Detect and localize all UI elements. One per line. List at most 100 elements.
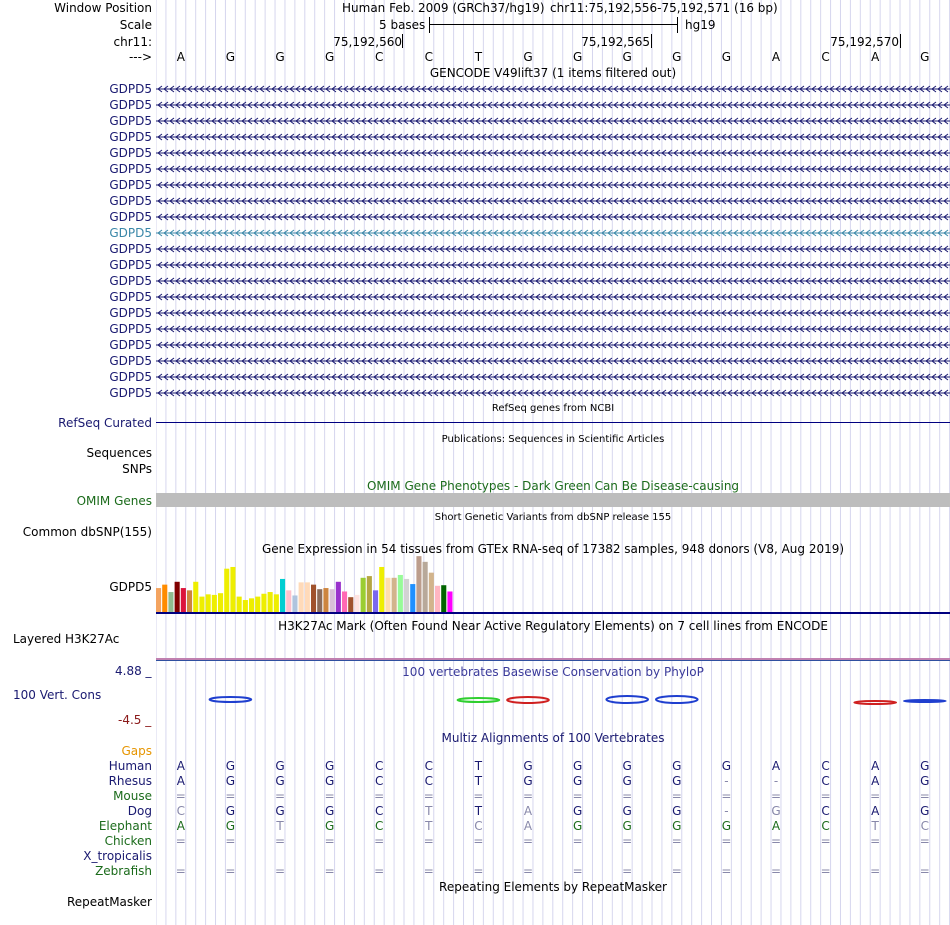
- gencode-transcript[interactable]: [156, 242, 950, 256]
- multiz-track-title[interactable]: Multiz Alignments of 100 Vertebrates: [441, 731, 665, 745]
- refseq-gene-line[interactable]: [156, 422, 950, 423]
- h3k27ac-signal[interactable]: [156, 658, 950, 660]
- strand-chevron: [529, 101, 535, 109]
- strand-chevron: [235, 293, 241, 301]
- gencode-gene-label[interactable]: GDPD5: [109, 114, 152, 128]
- gtex-tissue-bar: [317, 589, 323, 612]
- strand-chevron: [565, 197, 571, 205]
- phylop-logo[interactable]: [156, 680, 950, 720]
- gencode-gene-label[interactable]: GDPD5: [109, 194, 152, 208]
- strand-chevron: [349, 309, 355, 317]
- gencode-gene-label[interactable]: GDPD5: [109, 146, 152, 160]
- gencode-transcript[interactable]: [156, 306, 950, 320]
- strand-chevron: [589, 325, 595, 333]
- gencode-transcript[interactable]: [156, 162, 950, 176]
- gencode-transcript[interactable]: [156, 370, 950, 384]
- h3k27ac-track-title[interactable]: H3K27Ac Mark (Often Found Near Active Re…: [278, 619, 828, 633]
- refseq-label[interactable]: RefSeq Curated: [58, 416, 152, 430]
- gencode-transcript[interactable]: [156, 386, 950, 400]
- strand-chevron: [925, 373, 931, 381]
- omim-label[interactable]: OMIM Genes: [76, 494, 152, 508]
- omim-track-title[interactable]: OMIM Gene Phenotypes - Dark Green Can Be…: [366, 479, 740, 493]
- multiz-species-label[interactable]: Dog: [127, 804, 152, 818]
- gencode-track-title[interactable]: GENCODE V49lift37 (1 items filtered out): [429, 66, 677, 80]
- publications-track-title[interactable]: Publications: Sequences in Scientific Ar…: [441, 434, 665, 445]
- gencode-gene-label[interactable]: GDPD5: [109, 274, 152, 288]
- strand-chevron: [337, 277, 343, 285]
- strand-chevron: [805, 357, 811, 365]
- strand-chevron: [625, 117, 631, 125]
- strand-chevron: [409, 85, 415, 93]
- strand-chevron: [457, 325, 463, 333]
- repeatmasker-track-title[interactable]: Repeating Elements by RepeatMasker: [439, 880, 667, 894]
- dbsnp-label[interactable]: Common dbSNP(155): [22, 525, 152, 539]
- multiz-species-label[interactable]: Rhesus: [108, 774, 152, 788]
- gencode-gene-label[interactable]: GDPD5: [109, 210, 152, 224]
- strand-chevron: [823, 117, 829, 125]
- strand-chevron: [535, 229, 541, 237]
- refseq-track-title[interactable]: RefSeq genes from NCBI: [491, 403, 615, 414]
- omim-gene-bar[interactable]: [156, 493, 950, 507]
- multiz-species-label[interactable]: Zebrafish: [95, 864, 152, 878]
- gencode-gene-label[interactable]: GDPD5: [109, 242, 152, 256]
- gencode-transcript[interactable]: [156, 274, 950, 288]
- gencode-transcript[interactable]: [156, 178, 950, 192]
- gencode-gene-label[interactable]: GDPD5: [109, 258, 152, 272]
- snps-label[interactable]: SNPs: [122, 462, 152, 476]
- gencode-gene-label[interactable]: GDPD5: [109, 226, 152, 240]
- gencode-gene-label[interactable]: GDPD5: [109, 290, 152, 304]
- phylop-track-title[interactable]: 100 vertebrates Basewise Conservation by…: [402, 665, 704, 679]
- dbsnp-track-title[interactable]: Short Genetic Variants from dbSNP releas…: [434, 512, 672, 523]
- gencode-gene-label[interactable]: GDPD5: [109, 354, 152, 368]
- repeatmasker-label[interactable]: RepeatMasker: [66, 895, 152, 909]
- gencode-gene-label[interactable]: GDPD5: [109, 82, 152, 96]
- gencode-transcript[interactable]: [156, 194, 950, 208]
- gencode-gene-label[interactable]: GDPD5: [109, 162, 152, 176]
- sequences-label[interactable]: Sequences: [86, 446, 152, 460]
- gencode-transcript[interactable]: [156, 130, 950, 144]
- gtex-gene-label[interactable]: GDPD5: [109, 580, 152, 594]
- strand-chevron: [739, 293, 745, 301]
- strand-chevron: [655, 373, 661, 381]
- strand-chevron: [775, 229, 781, 237]
- strand-chevron: [787, 277, 793, 285]
- strand-chevron: [445, 309, 451, 317]
- multiz-species-label[interactable]: Mouse: [113, 789, 152, 803]
- gencode-gene-label[interactable]: GDPD5: [109, 322, 152, 336]
- gencode-transcript[interactable]: [156, 226, 950, 240]
- strand-chevron: [895, 389, 901, 397]
- gencode-transcript[interactable]: [156, 98, 950, 112]
- scale-db: hg19: [685, 18, 716, 32]
- gencode-transcript[interactable]: [156, 82, 950, 96]
- multiz-species-label[interactable]: Elephant: [98, 819, 152, 833]
- gencode-gene-label[interactable]: GDPD5: [109, 386, 152, 400]
- gencode-transcript[interactable]: [156, 114, 950, 128]
- multiz-species-label[interactable]: Chicken: [104, 834, 152, 848]
- multiz-species-label[interactable]: X_tropicalis: [83, 849, 152, 863]
- gtex-track-title[interactable]: Gene Expression in 54 tissues from GTEx …: [261, 542, 845, 556]
- gencode-transcript[interactable]: [156, 258, 950, 272]
- strand-chevron: [361, 197, 367, 205]
- gencode-gene-label[interactable]: GDPD5: [109, 98, 152, 112]
- strand-chevron: [655, 133, 661, 141]
- strand-chevron: [241, 165, 247, 173]
- gencode-transcript[interactable]: [156, 146, 950, 160]
- gencode-gene-label[interactable]: GDPD5: [109, 370, 152, 384]
- gencode-gene-label[interactable]: GDPD5: [109, 338, 152, 352]
- gencode-gene-label[interactable]: GDPD5: [109, 130, 152, 144]
- phylop-label[interactable]: 100 Vert. Cons: [13, 688, 102, 702]
- gencode-transcript[interactable]: [156, 290, 950, 304]
- gencode-transcript[interactable]: [156, 322, 950, 336]
- gencode-transcript[interactable]: [156, 354, 950, 368]
- multiz-species-label[interactable]: Human: [108, 759, 152, 773]
- gencode-gene-label[interactable]: GDPD5: [109, 306, 152, 320]
- h3k27ac-label[interactable]: Layered H3K27Ac: [13, 632, 120, 646]
- gencode-transcript[interactable]: [156, 338, 950, 352]
- gencode-gene-label[interactable]: GDPD5: [109, 178, 152, 192]
- gtex-bar-chart[interactable]: [156, 555, 536, 613]
- strand-chevron: [475, 245, 481, 253]
- multiz-base: =: [274, 864, 286, 878]
- strand-chevron: [751, 85, 757, 93]
- gencode-transcript[interactable]: [156, 210, 950, 224]
- strand-chevron: [655, 165, 661, 173]
